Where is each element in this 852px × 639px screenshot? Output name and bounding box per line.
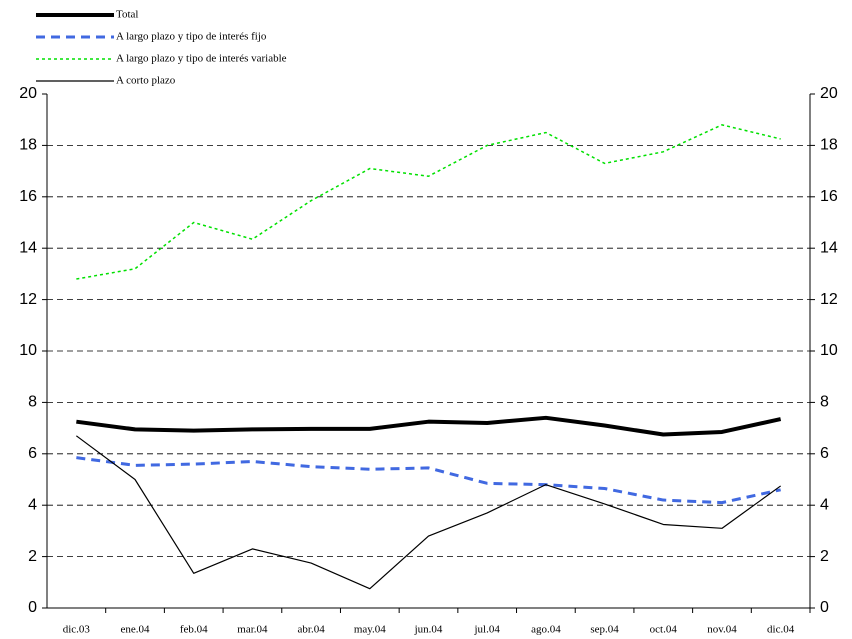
y-tick-label: 14 [19, 239, 37, 256]
x-tick-label: jul.04 [474, 624, 501, 636]
y2-tick-label: 8 [820, 394, 829, 411]
x-tick-label: sep.04 [590, 624, 619, 636]
x-tick-label: jun.04 [414, 624, 443, 636]
y-tick-label: 12 [19, 291, 37, 308]
x-tick-label: dic.04 [767, 624, 795, 636]
x-tick-label: feb.04 [180, 624, 208, 636]
y-tick-label: 6 [28, 445, 37, 462]
legend-label: A corto plazo [116, 75, 176, 87]
x-tick-label: ene.04 [121, 624, 151, 636]
x-tick-label: ago.04 [531, 624, 561, 636]
y2-tick-label: 16 [820, 188, 838, 205]
x-tick-label: mar.04 [237, 624, 268, 636]
x-tick-label: dic.03 [63, 624, 91, 636]
series-line [76, 456, 781, 505]
series-line [76, 415, 782, 437]
y-tick-label: 16 [19, 188, 37, 205]
y-tick-label: 0 [28, 599, 37, 616]
y2-tick-label: 20 [820, 85, 838, 102]
y2-tick-label: 0 [820, 599, 829, 616]
series-line [75, 435, 782, 590]
legend-label: A largo plazo y tipo de interés variable [116, 53, 287, 65]
y-tick-label: 18 [19, 137, 37, 154]
y-tick-label: 8 [28, 394, 37, 411]
y2-tick-label: 6 [820, 445, 829, 462]
x-tick-label: oct.04 [650, 624, 678, 636]
y2-tick-label: 2 [820, 548, 829, 565]
y2-tick-label: 10 [820, 342, 838, 359]
legend-label: A largo plazo y tipo de interés fijo [116, 31, 267, 43]
x-tick-label: nov.04 [707, 624, 737, 636]
series-line [76, 124, 781, 280]
x-tick-label: abr.04 [298, 624, 326, 636]
y-tick-label: 4 [28, 496, 37, 513]
legend-label: Total [116, 9, 138, 21]
y-tick-label: 2 [28, 548, 37, 565]
y2-tick-label: 12 [820, 291, 838, 308]
y2-tick-label: 4 [820, 496, 829, 513]
y-tick-label: 20 [19, 85, 37, 102]
x-tick-label: may.04 [354, 624, 386, 636]
y2-tick-label: 14 [820, 239, 838, 256]
y2-tick-label: 18 [820, 137, 838, 154]
y-tick-label: 10 [19, 342, 37, 359]
